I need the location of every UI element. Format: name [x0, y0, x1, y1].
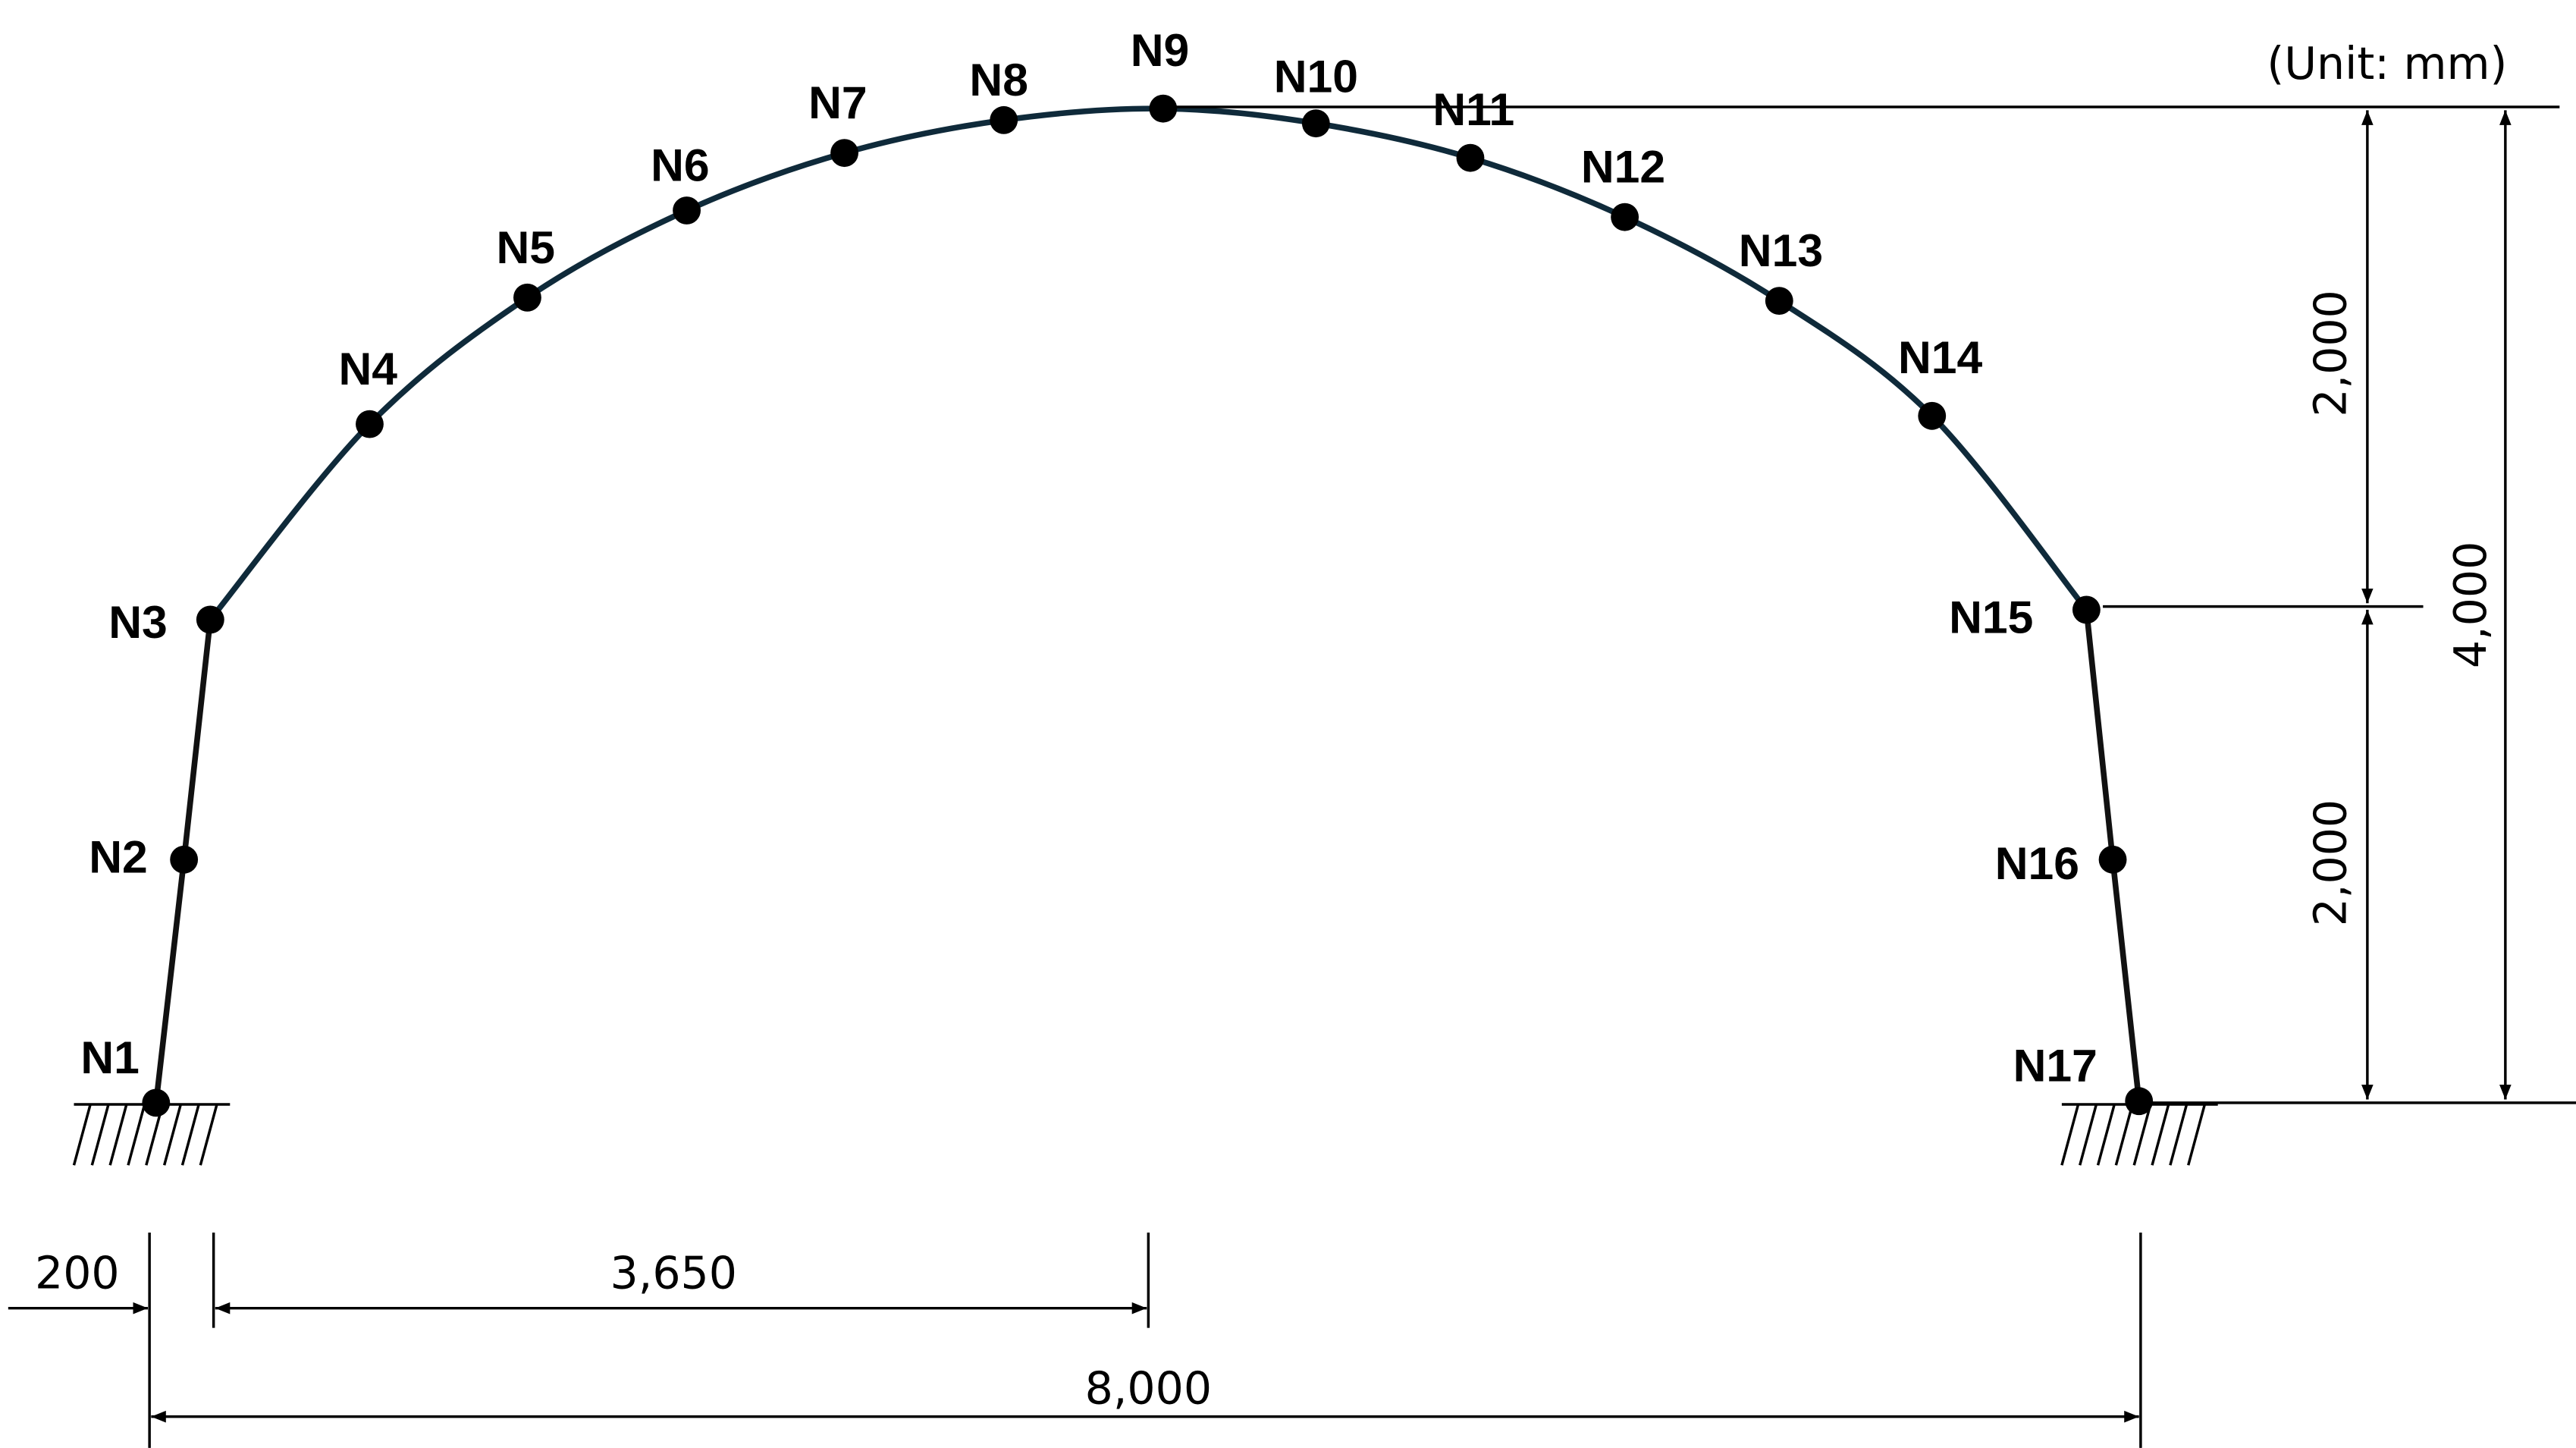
node-4-label: N4 — [339, 343, 398, 394]
node-16-point — [2098, 845, 2127, 874]
node-13-label: N13 — [1739, 225, 1823, 276]
half-span-label: 3,650 — [610, 1248, 737, 1299]
node-10-point — [1301, 109, 1330, 138]
hatch-mark — [108, 1104, 128, 1166]
hatch-mark — [2060, 1104, 2080, 1166]
hatch-mark — [199, 1104, 218, 1166]
node-17-label: N17 — [2013, 1040, 2098, 1091]
arch-height-label: 2,000 — [2305, 290, 2357, 416]
hatch-mark — [2114, 1104, 2134, 1166]
node-8-point — [990, 105, 1018, 134]
node-12-label: N12 — [1581, 141, 1665, 193]
node-9-label: N9 — [1131, 24, 1190, 76]
node-11-label: N11 — [1432, 83, 1514, 135]
hatch-mark — [180, 1104, 200, 1166]
node-3-label: N3 — [108, 596, 168, 648]
node-14-label: N14 — [1898, 331, 1983, 383]
hatch-mark — [162, 1104, 182, 1166]
node-6-point — [673, 196, 701, 225]
nodes: N1 N2 N3 N4 N5 N6 N7 N8 N9 N10 N11 N12 N13 N14 N15 N16 N… — [80, 24, 2154, 1117]
hatch-mark — [145, 1104, 165, 1166]
hatch-mark — [2151, 1104, 2170, 1166]
hatch-mark — [72, 1104, 92, 1166]
hatch-mark — [2187, 1104, 2207, 1166]
node-5-point — [513, 283, 541, 312]
wall-height-label: 2,000 — [2305, 799, 2357, 926]
node-11-point — [1456, 143, 1485, 172]
fixed-support-left — [72, 1103, 231, 1166]
fixed-support-right — [2060, 1103, 2218, 1166]
node-9-point — [1149, 94, 1178, 123]
node-7-point — [830, 139, 858, 168]
node-10-label: N10 — [1274, 50, 1358, 102]
node-12-point — [1611, 203, 1639, 231]
hatch-mark — [127, 1104, 146, 1166]
hatch-mark — [2096, 1104, 2116, 1166]
total-height-label: 4,000 — [2445, 542, 2496, 668]
hatch-mark — [90, 1104, 110, 1166]
unit-note: (Unit: mm) — [2267, 38, 2507, 90]
total-span-label: 8,000 — [1085, 1362, 1212, 1414]
hatch-mark — [2169, 1104, 2189, 1166]
node-5-label: N5 — [496, 221, 555, 273]
node-15-point — [2072, 595, 2101, 624]
node-2-label: N2 — [89, 831, 148, 883]
arch-curve — [208, 105, 2089, 622]
node-1-label: N1 — [80, 1032, 140, 1083]
node-16-label: N16 — [1995, 837, 2079, 889]
node-14-point — [1918, 401, 1947, 430]
hatch-mark — [2132, 1104, 2152, 1166]
node-13-point — [1765, 287, 1793, 316]
node-15-label: N15 — [1949, 591, 2033, 642]
node-3-point — [196, 605, 224, 634]
hatch-mark — [2079, 1104, 2098, 1166]
node-7-label: N7 — [808, 77, 868, 128]
node-2-point — [170, 845, 199, 874]
node-4-point — [356, 410, 384, 438]
node-1-point — [142, 1088, 171, 1117]
structure — [153, 105, 2142, 1104]
node-8-label: N8 — [969, 54, 1028, 105]
offset-label: 200 — [35, 1248, 120, 1299]
node-6-label: N6 — [651, 139, 710, 190]
